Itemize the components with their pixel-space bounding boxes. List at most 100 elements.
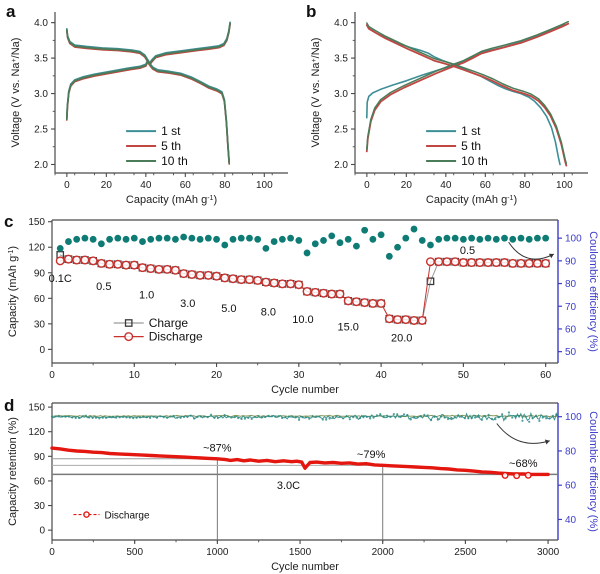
svg-text:15.0: 15.0: [337, 322, 358, 334]
svg-text:10: 10: [129, 370, 141, 381]
svg-text:100: 100: [565, 234, 582, 245]
svg-text:30: 30: [293, 370, 305, 381]
svg-text:Discharge: Discharge: [104, 511, 149, 522]
svg-text:60: 60: [540, 370, 552, 381]
svg-text:80: 80: [519, 180, 531, 191]
svg-text:100: 100: [556, 180, 573, 191]
panel-c-label: c: [4, 212, 14, 231]
panel-a-chart: 0 20 40 60 80 100 2.0 2.5 3.0 3.5 4.0 Capacity (mAh…: [10, 12, 288, 206]
svg-text:3.0: 3.0: [34, 89, 48, 100]
svg-text:90: 90: [565, 256, 577, 267]
svg-text:2500: 2500: [454, 547, 477, 558]
svg-text:5.0: 5.0: [221, 303, 236, 315]
svg-text:0: 0: [39, 345, 45, 356]
svg-text:Cycle number: Cycle number: [271, 384, 339, 396]
svg-text:10.0: 10.0: [292, 314, 313, 326]
svg-text:100: 100: [565, 412, 582, 423]
svg-text:40: 40: [140, 180, 152, 191]
svg-text:Coulombic efficiency (%): Coulombic efficiency (%): [587, 411, 599, 532]
svg-text:80: 80: [219, 180, 231, 191]
svg-text:Capacity retention (%): Capacity retention (%): [7, 417, 19, 526]
svg-text:70: 70: [565, 302, 577, 313]
svg-text:10 th: 10 th: [461, 154, 488, 168]
svg-text:40: 40: [565, 515, 577, 526]
panel-b-chart: 0 20 40 60 80 100 2.0 2.5 3.0 3.5 4.0 Capacity (mAh…: [310, 12, 588, 206]
svg-text:2.0: 2.0: [334, 160, 348, 171]
svg-text:90: 90: [34, 268, 46, 279]
svg-text:0: 0: [49, 370, 55, 381]
svg-text:20: 20: [101, 180, 113, 191]
svg-text:0: 0: [364, 180, 370, 191]
panel-a-voltage-profile: 0 20 40 60 80 100 2.0 2.5 3.0 3.5 4.0 Capacity (mAh…: [0, 0, 300, 213]
svg-text:Charge: Charge: [149, 316, 189, 330]
svg-text:5 th: 5 th: [161, 139, 181, 153]
svg-text:4.0: 4.0: [334, 18, 348, 29]
svg-text:8.0: 8.0: [261, 306, 276, 318]
svg-text:3.5: 3.5: [34, 54, 48, 65]
svg-text:20.0: 20.0: [391, 333, 412, 345]
svg-text:Coulombic efficiency (%): Coulombic efficiency (%): [587, 231, 599, 352]
svg-text:~79%: ~79%: [357, 449, 386, 461]
svg-text:50: 50: [458, 370, 470, 381]
svg-text:5 th: 5 th: [461, 139, 481, 153]
panel-d-cycling-stability: 0 500 1000 1500 2000 2500 3000 0 30 60 90 120 150 40 6…: [0, 397, 600, 574]
svg-text:20: 20: [401, 180, 413, 191]
svg-text:30: 30: [34, 319, 46, 330]
svg-text:60: 60: [480, 180, 492, 191]
svg-text:3.0: 3.0: [180, 298, 195, 310]
svg-text:Voltage (V vs. Na+/Na): Voltage (V vs. Na+/Na): [10, 38, 22, 148]
svg-text:0.5: 0.5: [460, 245, 475, 257]
svg-text:30: 30: [34, 501, 46, 512]
svg-text:150: 150: [28, 403, 45, 414]
svg-text:2.5: 2.5: [334, 125, 348, 136]
svg-text:1 st: 1 st: [161, 124, 181, 138]
svg-text:~87%: ~87%: [203, 442, 232, 454]
svg-text:2000: 2000: [372, 547, 395, 558]
svg-text:~68%: ~68%: [509, 458, 538, 470]
svg-text:60: 60: [34, 294, 46, 305]
svg-text:50: 50: [565, 347, 577, 358]
svg-text:3.0: 3.0: [334, 89, 348, 100]
svg-text:500: 500: [126, 547, 143, 558]
panel-c-rate-capability: 0 10 20 30 40 50 60 0 30 60 90 120 150 50 60 70 80 90 100 C…: [0, 214, 600, 397]
svg-text:100: 100: [256, 180, 273, 191]
svg-text:Cycle number: Cycle number: [271, 561, 339, 573]
svg-text:120: 120: [28, 427, 45, 438]
svg-text:20: 20: [211, 370, 223, 381]
svg-text:1500: 1500: [289, 547, 312, 558]
panel-d-chart: 0 500 1000 1500 2000 2500 3000 0 30 60 90 120 150 40 6…: [7, 402, 599, 573]
panel-d-label: d: [4, 396, 15, 415]
svg-text:40: 40: [376, 370, 388, 381]
svg-text:2.5: 2.5: [34, 125, 48, 136]
svg-text:Discharge: Discharge: [149, 330, 203, 344]
svg-text:2.0: 2.0: [34, 160, 48, 171]
svg-text:60: 60: [565, 481, 577, 492]
svg-text:3.0C: 3.0C: [277, 480, 300, 492]
svg-text:80: 80: [565, 446, 577, 457]
svg-text:1 st: 1 st: [461, 124, 481, 138]
svg-text:4.0: 4.0: [34, 18, 48, 29]
svg-text:0: 0: [39, 526, 45, 537]
svg-text:Capacity (mAh g-1): Capacity (mAh g-1): [126, 194, 217, 206]
svg-text:60: 60: [180, 180, 192, 191]
svg-text:0: 0: [49, 547, 55, 558]
svg-text:90: 90: [34, 452, 46, 463]
panel-b-label: b: [306, 2, 317, 21]
svg-text:60: 60: [34, 476, 46, 487]
svg-text:0: 0: [64, 180, 70, 191]
panel-a-label: a: [6, 2, 16, 21]
svg-text:Capacity (mAh g-1): Capacity (mAh g-1): [426, 194, 517, 206]
svg-text:80: 80: [565, 279, 577, 290]
svg-text:3000: 3000: [537, 547, 560, 558]
svg-text:150: 150: [28, 217, 45, 228]
svg-text:Voltage (V vs. Na+/Na): Voltage (V vs. Na+/Na): [310, 38, 322, 148]
svg-text:1.0: 1.0: [139, 289, 154, 301]
svg-text:Capacity (mAh g-1): Capacity (mAh g-1): [7, 246, 19, 337]
svg-text:0.5: 0.5: [96, 281, 111, 293]
svg-text:1000: 1000: [206, 547, 229, 558]
svg-text:10 th: 10 th: [161, 154, 188, 168]
svg-text:120: 120: [28, 243, 45, 254]
svg-text:60: 60: [565, 324, 577, 335]
panel-b-voltage-profile: 0 20 40 60 80 100 2.0 2.5 3.0 3.5 4.0 Capacity (mAh…: [300, 0, 600, 213]
